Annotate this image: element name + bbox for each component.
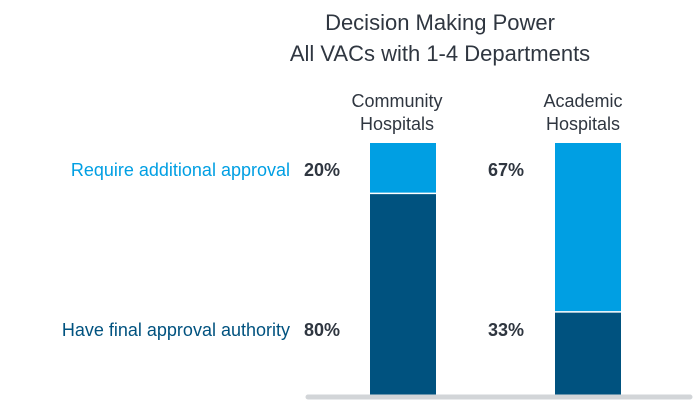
data-label-community-additional: 20% bbox=[304, 160, 341, 180]
legend-final-approval-authority: Have final approval authority bbox=[61, 320, 290, 340]
category-label-academic: Academic Hospitals bbox=[543, 91, 623, 134]
chart-title: Decision Making Power bbox=[325, 10, 555, 35]
bar-academic-additional-approval bbox=[555, 143, 621, 312]
bar-academic-final-approval bbox=[555, 311, 621, 395]
data-label-academic-final: 33% bbox=[488, 320, 525, 340]
bar-community-additional-approval bbox=[370, 143, 436, 194]
chart-subtitle: All VACs with 1-4 Departments bbox=[289, 41, 591, 66]
legend-require-additional-approval: Require additional approval bbox=[70, 160, 290, 180]
data-label-academic-additional: 67% bbox=[488, 160, 525, 180]
category-label-community: Community Hospitals bbox=[351, 91, 443, 134]
bar-community-final-approval bbox=[370, 193, 436, 395]
data-label-community-final: 80% bbox=[304, 320, 341, 340]
